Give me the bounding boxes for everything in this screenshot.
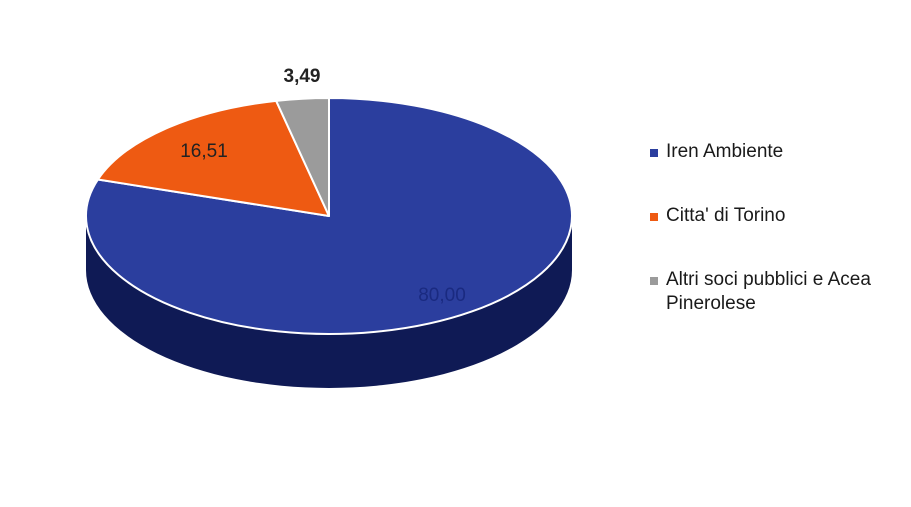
legend-label: Citta' di Torino [666,205,786,226]
legend-label: Altri soci pubblici e Acea Pinerolese [666,269,871,314]
data-label-1: 16,51 [180,141,228,162]
legend-swatch [650,213,658,221]
pie-slice-1 [96,99,330,217]
legend: Iren Ambiente Citta' di Torino Altri soc… [650,140,900,356]
legend-swatch [650,277,658,285]
pie-slice-0 [85,97,573,335]
legend-item-citta-di-torino: Citta' di Torino [650,204,900,228]
pie-slices [85,97,573,335]
pie-data-labels: 80,00 16,51 3,49 [180,66,466,306]
legend-item-iren-ambiente: Iren Ambiente [650,140,900,164]
pie-sides [86,216,572,388]
legend-label: Iren Ambiente [666,141,784,162]
data-label-0: 80,00 [418,285,466,306]
legend-swatch [650,149,658,157]
pie-slice-2 [275,97,330,217]
legend-item-altri-soci: Altri soci pubblici e Acea Pinerolese [650,268,900,316]
pie-side-0 [86,216,572,388]
data-label-2: 3,49 [284,66,321,87]
